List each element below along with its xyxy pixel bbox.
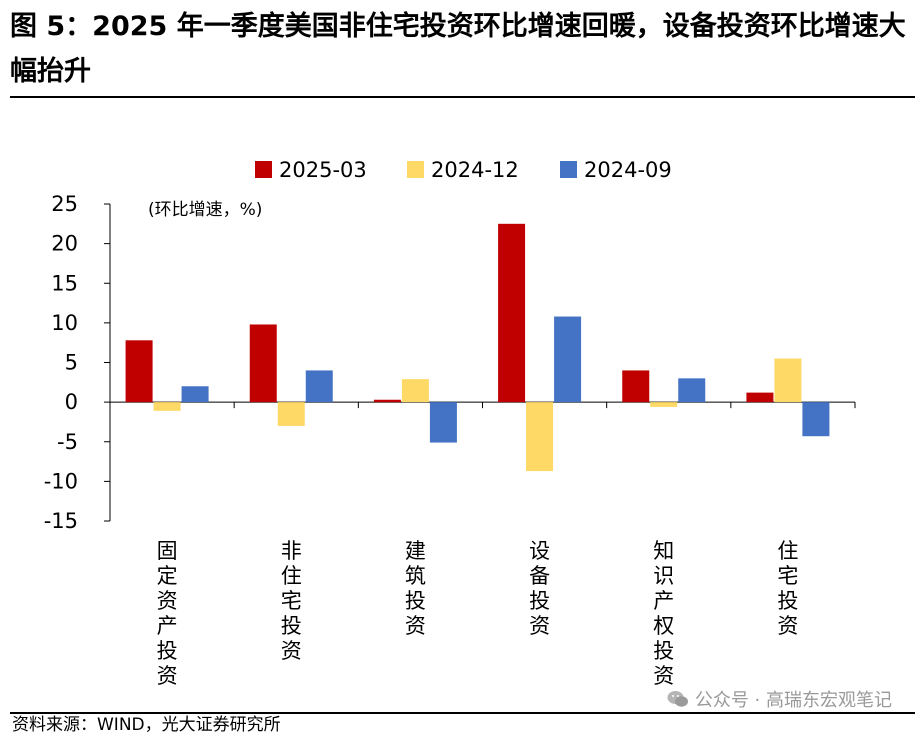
footer-rule <box>10 712 915 714</box>
y-tick-label: -5 <box>57 430 78 454</box>
category-label: 建筑投资 <box>405 539 426 638</box>
category-label: 知识产权投资 <box>653 539 674 688</box>
bar-2024-09 <box>181 386 209 403</box>
y-tick-label: 20 <box>51 232 78 256</box>
bar-2024-12 <box>401 379 429 403</box>
y-tick-label: 15 <box>51 271 78 295</box>
legend-swatch <box>560 161 577 178</box>
category-label: 固定资产投资 <box>157 539 178 688</box>
y-tick-label: -10 <box>44 469 78 493</box>
bar-2025-03 <box>249 324 277 403</box>
y-tick-label: -15 <box>44 509 78 533</box>
legend-swatch <box>255 161 272 178</box>
y-tick-label: 5 <box>65 351 78 375</box>
bar-chart: 25 20 15 10 5 0 -5 -10 -15 (环比增速，%) 固定资产投资 非住宅投资 建筑投… <box>44 158 856 688</box>
y-tick-label: 10 <box>51 311 78 335</box>
watermark-text: 公众号 · 高瑞东宏观笔记 <box>694 690 892 711</box>
title-rule <box>10 96 915 98</box>
bar-2024-09 <box>802 402 830 437</box>
bar-2024-12 <box>526 402 554 472</box>
bar-2025-03 <box>622 370 650 403</box>
bar-2025-03 <box>125 340 153 403</box>
bar-2024-09 <box>678 378 706 403</box>
bar-2024-09 <box>305 370 333 403</box>
bar-2024-12 <box>774 358 802 403</box>
bar-2025-03 <box>498 223 526 403</box>
category-label: 设备投资 <box>529 539 550 638</box>
bar-2025-03 <box>373 399 401 403</box>
bar-2024-12 <box>277 402 305 426</box>
legend-label: 2025-03 <box>279 158 367 182</box>
category-label: 非住宅投资 <box>281 539 302 663</box>
wechat-icon <box>667 691 688 707</box>
y-tick-label: 0 <box>65 390 78 414</box>
bar-2024-12 <box>650 402 678 407</box>
category-label: 住宅投资 <box>777 539 798 638</box>
legend-label: 2024-12 <box>431 158 519 182</box>
y-tick-label: 25 <box>51 192 78 216</box>
bar-2024-12 <box>153 402 181 411</box>
bar-2025-03 <box>746 392 774 403</box>
bar-2024-09 <box>554 316 582 403</box>
watermark: 公众号 · 高瑞东宏观笔记 <box>667 686 892 712</box>
legend-label: 2024-09 <box>584 158 672 182</box>
source-note: 资料来源：WIND，光大证券研究所 <box>12 715 281 735</box>
figure-title: 图 5：2025 年一季度美国非住宅投资环比增速回暖，设备投资环比增速大幅抬升 <box>10 11 906 87</box>
unit-label: (环比增速，%) <box>148 200 262 220</box>
legend-swatch <box>407 161 424 178</box>
bar-2024-09 <box>429 402 457 443</box>
